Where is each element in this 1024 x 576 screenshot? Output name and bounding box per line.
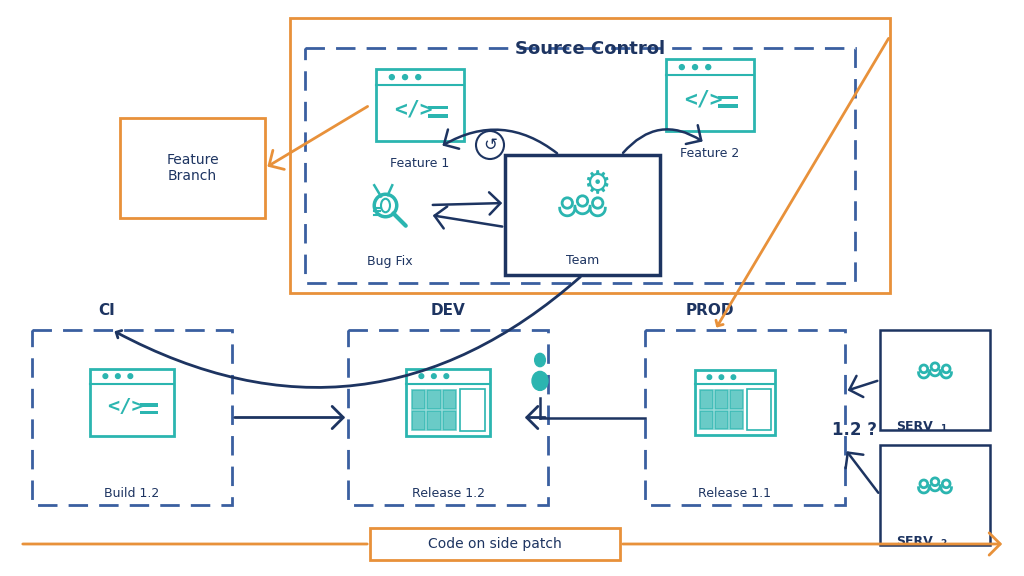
Ellipse shape [532,372,548,391]
Bar [700,391,713,408]
Circle shape [706,65,711,70]
Circle shape [431,374,436,378]
Text: SERV: SERV [896,420,933,433]
Text: DEV: DEV [431,303,465,318]
Circle shape [692,65,697,70]
Bar [505,155,660,275]
Bar [730,391,743,408]
Text: 2: 2 [940,539,946,548]
Circle shape [116,374,120,378]
Text: PROD: PROD [686,303,734,318]
Text: </>: </> [684,89,723,109]
Text: Team: Team [566,254,599,267]
Bar [290,18,890,293]
Bar [427,411,440,430]
Bar [120,118,265,218]
Bar [442,411,457,430]
Bar [305,48,855,283]
Bar [730,411,743,429]
Text: </>: </> [108,397,144,416]
Bar [407,369,489,436]
Circle shape [389,75,394,79]
Bar [715,391,728,408]
Bar [715,411,728,429]
Circle shape [708,375,712,380]
Circle shape [731,375,735,380]
Bar [666,59,754,131]
Text: 1: 1 [940,424,946,433]
Bar [880,445,990,545]
Circle shape [419,374,424,378]
Bar [428,105,447,109]
Text: Release 1.1: Release 1.1 [698,487,771,500]
Text: ⚙: ⚙ [583,170,610,199]
Circle shape [679,65,684,70]
Ellipse shape [535,353,546,367]
Text: </>: </> [394,100,433,119]
Bar [140,411,158,415]
Bar [461,389,485,431]
Bar [412,390,425,409]
Text: 1.2 ?: 1.2 ? [833,421,878,439]
Bar [370,528,620,560]
Bar [746,389,771,430]
Circle shape [416,75,421,79]
Bar [695,370,775,435]
Text: Build 1.2: Build 1.2 [104,487,160,500]
Circle shape [128,374,133,378]
Circle shape [444,374,449,378]
Bar [645,330,845,505]
Circle shape [402,75,408,79]
Bar [718,96,737,100]
Bar [718,104,737,108]
Bar [427,390,440,409]
Text: Source Control: Source Control [515,40,665,58]
Bar [32,330,232,505]
Bar [140,403,158,407]
Bar [880,330,990,430]
Circle shape [719,375,724,380]
Text: SERV: SERV [896,535,933,548]
Text: Code on side patch: Code on side patch [428,537,562,551]
Text: ↺: ↺ [483,136,497,154]
Circle shape [103,374,108,378]
Text: CI: CI [98,303,116,318]
Bar [90,369,174,436]
Bar [412,411,425,430]
Bar [348,330,548,505]
Bar [442,390,457,409]
Text: Release 1.2: Release 1.2 [412,487,484,500]
Bar [428,114,447,118]
Bar [376,69,464,141]
Text: Feature 1: Feature 1 [390,157,450,170]
Text: Feature 2: Feature 2 [680,147,739,160]
Text: Feature
Branch: Feature Branch [166,153,219,183]
Bar [700,411,713,429]
Text: Bug Fix: Bug Fix [368,255,413,268]
